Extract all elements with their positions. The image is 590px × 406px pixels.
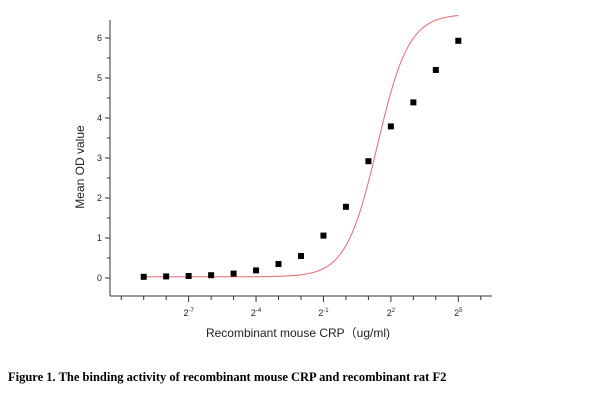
data-point — [253, 267, 260, 274]
x-tick-label: 2-1 — [318, 308, 329, 318]
y-tick-label: 0 — [97, 273, 102, 283]
x-tick-label: 22 — [387, 308, 396, 318]
y-tick-label: 1 — [97, 233, 102, 243]
y-tick-label: 6 — [97, 33, 102, 43]
data-points — [140, 37, 462, 280]
data-point — [275, 261, 282, 267]
data-point — [432, 67, 439, 73]
data-point — [230, 270, 237, 277]
x-tick-label: 2-7 — [183, 308, 194, 318]
x-axis-ticks: 2-7 2-4 2-1 22 25 — [120, 296, 482, 318]
x-tick-label: 25 — [454, 308, 463, 318]
data-point — [298, 253, 304, 259]
data-point — [140, 273, 147, 280]
x-axis-label: Recombinant mouse CRP（ug/ml) — [206, 326, 390, 340]
figure-caption: Figure 1. The binding activity of recomb… — [8, 370, 447, 384]
y-tick-label: 3 — [97, 153, 102, 163]
data-point — [387, 123, 394, 130]
data-point — [185, 273, 192, 279]
y-tick-label: 4 — [97, 113, 102, 123]
data-point — [320, 232, 327, 239]
data-point — [455, 37, 462, 44]
data-point — [208, 272, 215, 279]
y-tick-label: 5 — [97, 73, 102, 83]
data-point — [342, 203, 349, 210]
fit-curve — [143, 14, 459, 278]
data-point — [410, 99, 417, 106]
data-point — [365, 158, 372, 165]
data-point — [163, 273, 170, 280]
y-axis-label: Mean OD value — [73, 125, 87, 209]
y-tick-label: 2 — [97, 193, 102, 203]
x-tick-label: 2-4 — [251, 308, 262, 318]
y-axis-ticks: 0 1 2 3 4 5 6 — [97, 33, 110, 283]
